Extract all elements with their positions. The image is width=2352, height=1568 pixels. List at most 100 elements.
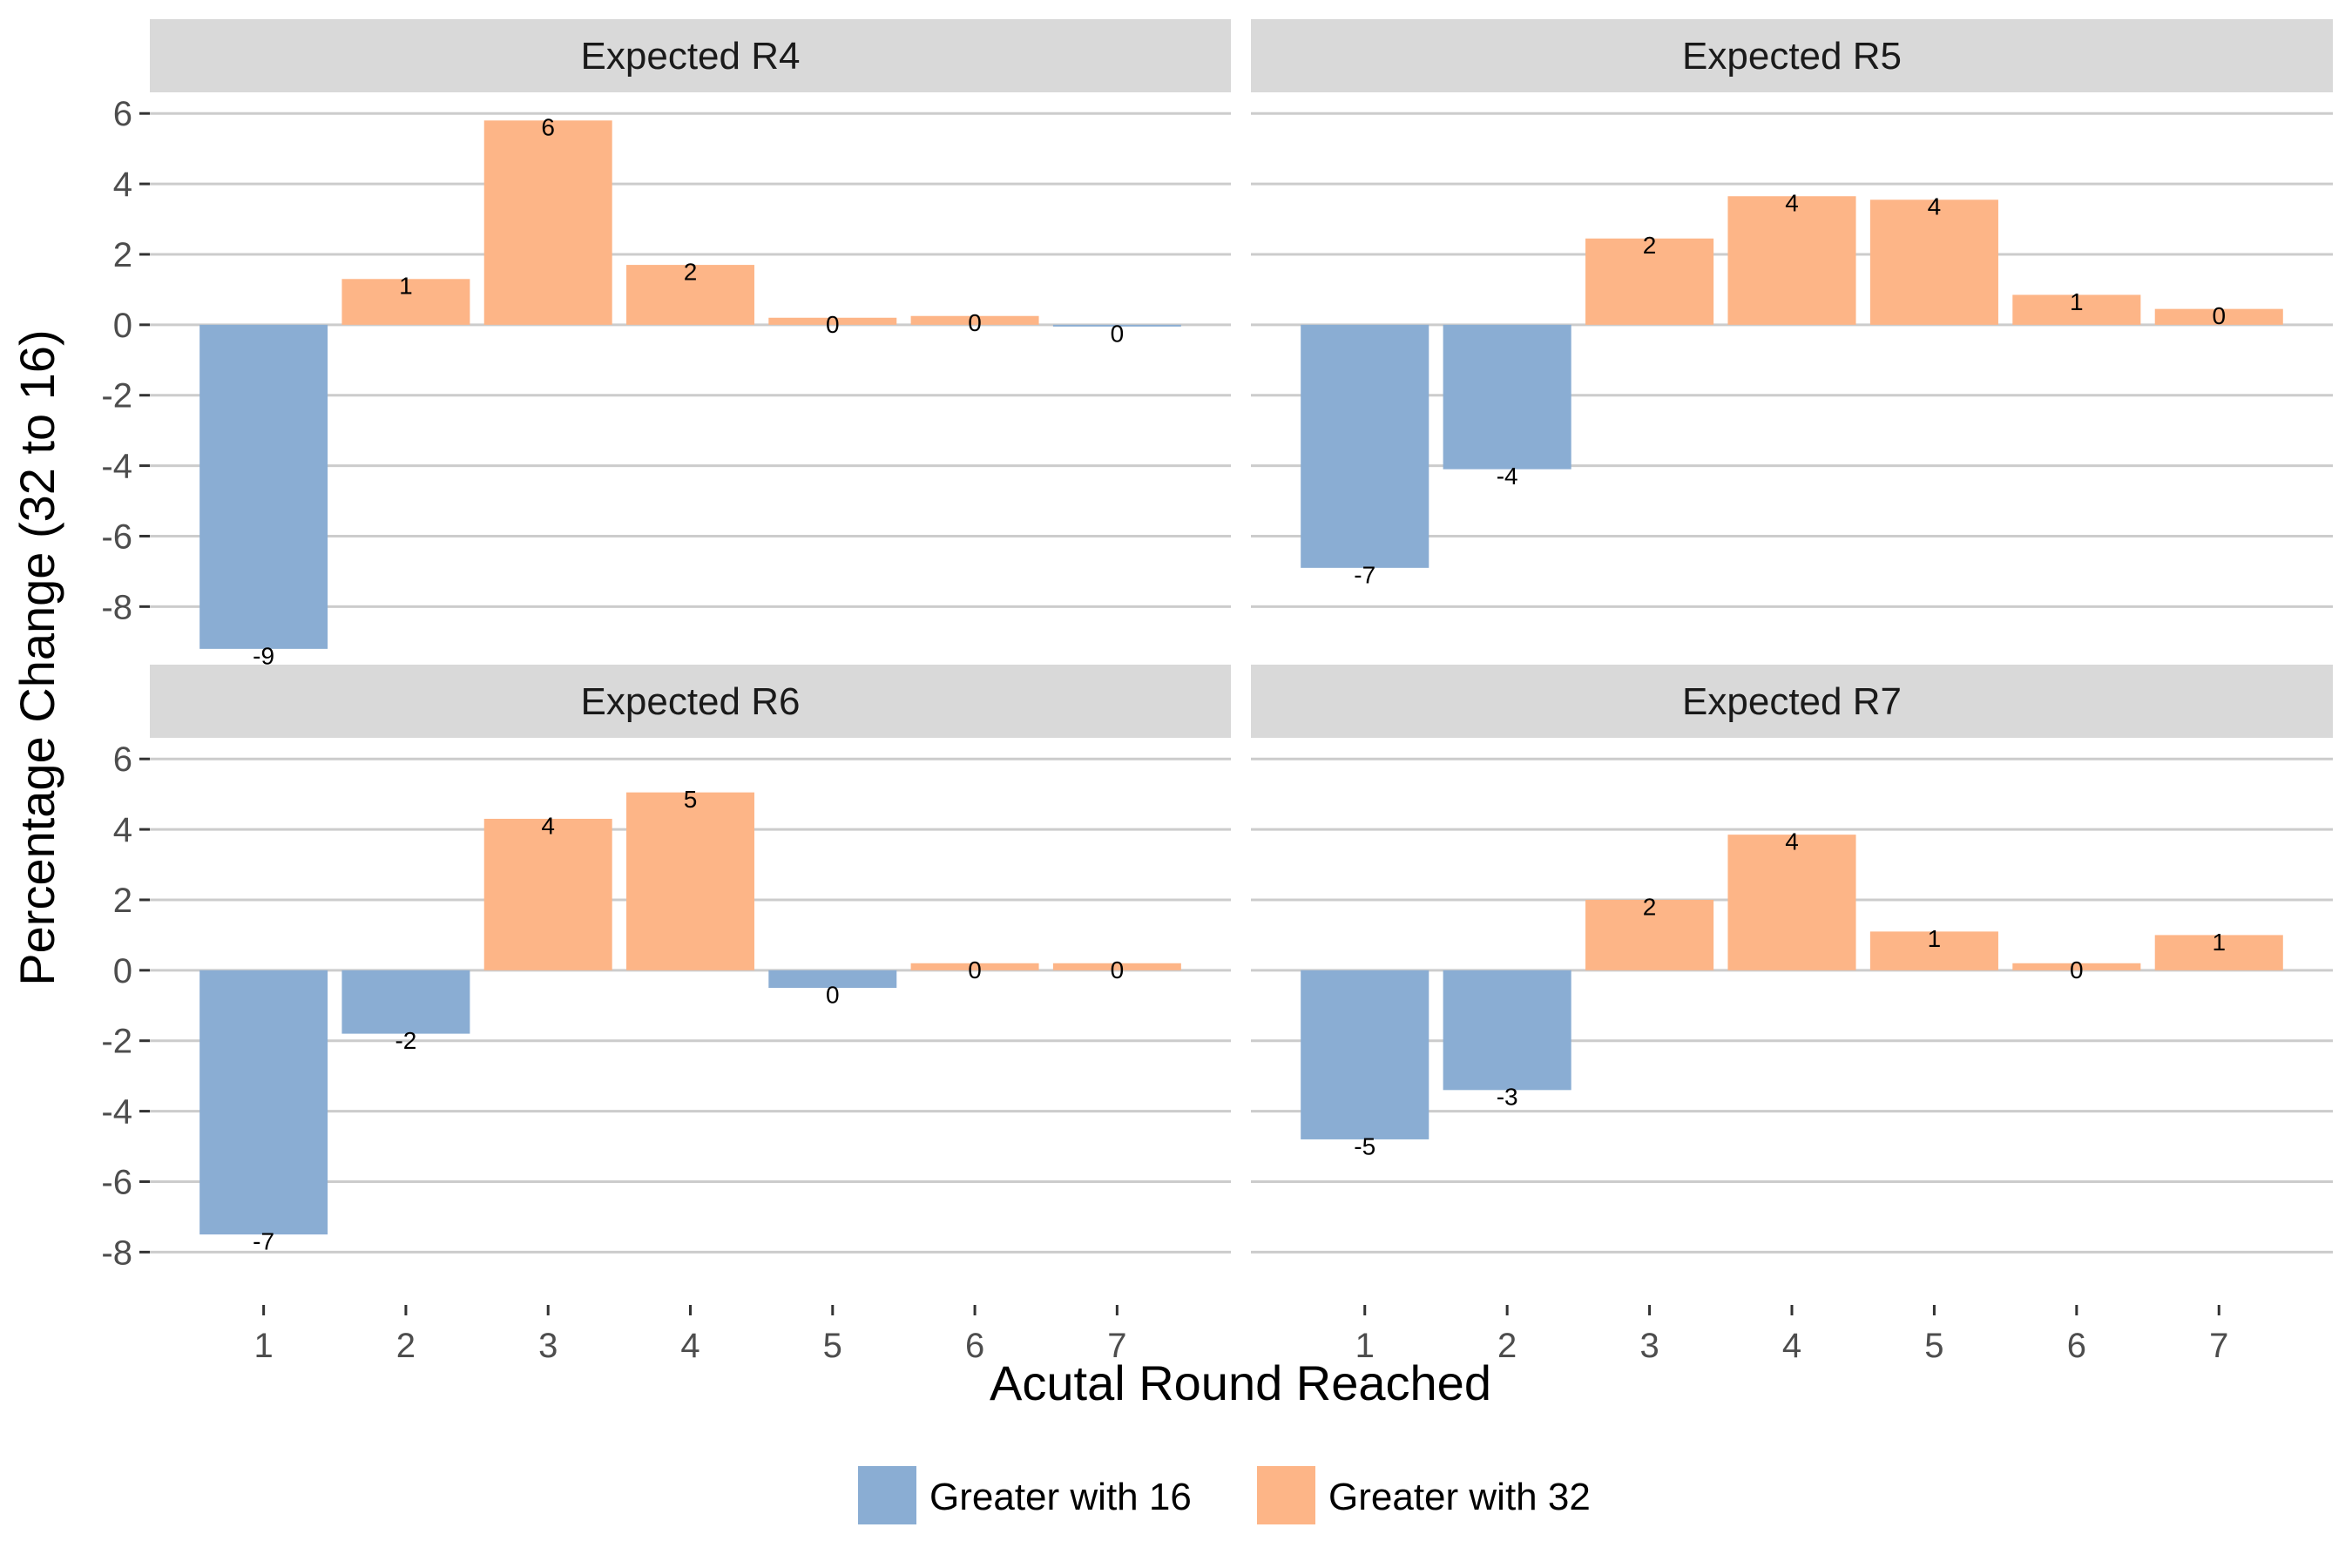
bar	[341, 970, 470, 1034]
bar-label: 1	[2070, 288, 2084, 315]
y-tick-label: 0	[113, 307, 132, 345]
bar-label: 0	[826, 981, 840, 1008]
x-tick-label: 2	[396, 1327, 416, 1365]
bar-label: -7	[253, 1228, 274, 1255]
x-tick-label: 7	[2209, 1327, 2228, 1365]
bar-label: 5	[684, 786, 698, 813]
bar-label: -3	[1497, 1084, 1518, 1111]
bar	[1585, 238, 1714, 325]
bar-label: 2	[1643, 232, 1657, 259]
x-tick-label: 6	[965, 1327, 984, 1365]
bar	[1443, 970, 1571, 1091]
facet-title: Expected R6	[581, 680, 801, 723]
facet-title: Expected R5	[1682, 35, 1902, 78]
y-tick-label: -2	[101, 1023, 132, 1061]
facet-strip	[150, 665, 1231, 738]
bar	[199, 324, 328, 649]
bar-label: 2	[1643, 893, 1657, 920]
panel-2: Expected R5 -7 -4 2 4 4 1 0	[1251, 19, 2333, 608]
y-tick-label: -6	[101, 517, 132, 556]
x-tick-label: 2	[1497, 1327, 1517, 1365]
bar	[199, 970, 328, 1235]
bar-label: 0	[968, 309, 982, 336]
bar	[1869, 931, 1998, 970]
bar	[1052, 963, 1181, 970]
x-tick-label: 5	[823, 1327, 842, 1365]
facet-title: Expected R7	[1682, 680, 1902, 723]
bar	[1727, 835, 1856, 970]
bar	[1301, 324, 1429, 568]
bar-label: 2	[684, 258, 698, 285]
bar	[483, 120, 612, 325]
bar	[1869, 199, 1998, 325]
x-tick-label: 1	[1355, 1327, 1375, 1365]
legend: Greater with 16 Greater with 32	[858, 1466, 1591, 1524]
bar	[1052, 324, 1181, 327]
bar	[341, 279, 470, 325]
y-tick-label: 2	[113, 236, 132, 274]
bar	[2012, 294, 2141, 325]
y-tick-label: -4	[101, 448, 132, 486]
bar-label: 4	[1785, 190, 1799, 217]
bar	[483, 818, 612, 970]
panel-4: Expected R7 -5 -3 2 4 1 0 1 1 2 3 4 5 6 7	[1251, 665, 2333, 1365]
bar-label: 4	[1928, 193, 1942, 220]
bar-label: 0	[968, 956, 982, 983]
y-tick-label: 0	[113, 952, 132, 990]
x-tick-label: 1	[254, 1327, 274, 1365]
bar-label: 0	[1111, 320, 1125, 347]
y-tick-label: -8	[101, 1233, 132, 1272]
bar-label: 0	[2212, 302, 2226, 329]
legend-label: Greater with 16	[929, 1476, 1192, 1518]
bar-label: 4	[541, 812, 555, 839]
y-tick-label: -8	[101, 588, 132, 626]
y-tick-label: 6	[113, 740, 132, 779]
bar	[1301, 970, 1429, 1139]
bar-label: -5	[1354, 1132, 1375, 1159]
y-axis-title: Percentage Change (32 to 16)	[10, 329, 64, 985]
y-tick-label: 2	[113, 882, 132, 920]
y-tick-label: -4	[101, 1093, 132, 1132]
bar	[2012, 963, 2141, 970]
y-tick-label: -6	[101, 1163, 132, 1201]
bar	[1443, 324, 1571, 470]
bar-label: 4	[1785, 828, 1799, 855]
x-tick-label: 7	[1107, 1327, 1126, 1365]
bar-label: 0	[826, 311, 840, 338]
bar	[626, 265, 754, 325]
facet-strip	[150, 19, 1231, 92]
legend-swatch	[1257, 1466, 1315, 1524]
bar	[2154, 935, 2283, 970]
bar	[2154, 308, 2283, 325]
x-tick-label: 4	[1782, 1327, 1801, 1365]
bar-label: 6	[541, 114, 555, 141]
y-tick-label: 4	[113, 166, 132, 204]
y-tick-label: 6	[113, 95, 132, 133]
bar-label: -2	[395, 1027, 416, 1054]
x-tick-label: 5	[1924, 1327, 1943, 1365]
bar-label: 1	[1928, 925, 1942, 952]
bar	[768, 317, 897, 325]
panel-3: Expected R6 -7 -2 4 5 0 0 0 6 4 2 0 -2 -4 -6 -8 1 2 3 4 5 6 7	[101, 665, 1231, 1365]
bar-label: 0	[1111, 956, 1125, 983]
bar-label: -7	[1354, 561, 1375, 588]
bar-label: 1	[2212, 929, 2226, 956]
bar-label: 1	[399, 273, 413, 300]
bar-label: 0	[2070, 956, 2084, 983]
bar	[626, 792, 754, 970]
x-tick-label: 4	[680, 1327, 700, 1365]
bar	[1585, 899, 1714, 970]
legend-label: Greater with 32	[1328, 1476, 1591, 1518]
x-tick-label: 3	[538, 1327, 558, 1365]
y-tick-label: -2	[101, 377, 132, 416]
facet-title: Expected R4	[581, 35, 801, 78]
bar-label: -4	[1497, 463, 1518, 490]
bar	[910, 315, 1039, 325]
facet-strip	[1251, 19, 2333, 92]
y-tick-label: 4	[113, 811, 132, 849]
x-tick-label: 6	[2067, 1327, 2086, 1365]
bar	[768, 970, 897, 989]
bar	[1727, 196, 1856, 325]
